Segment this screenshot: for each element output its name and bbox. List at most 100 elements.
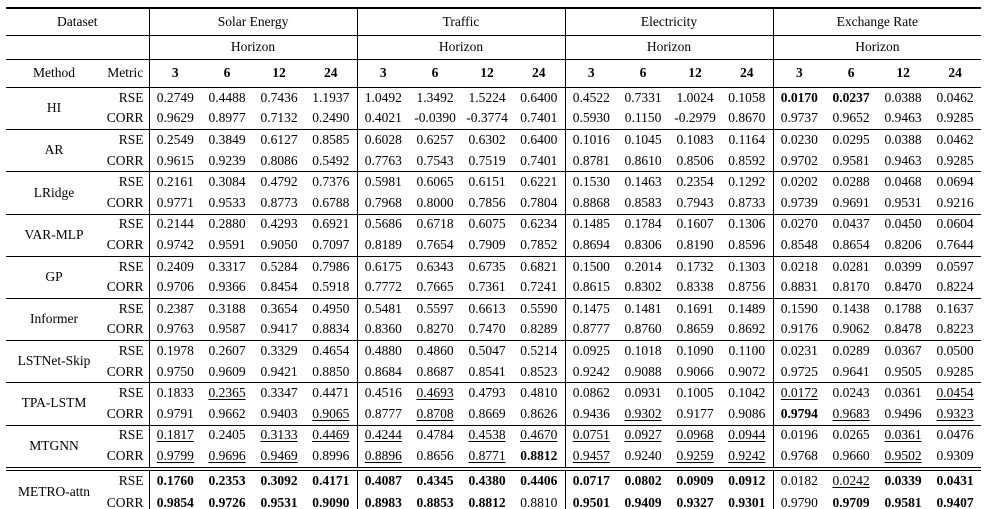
value-cell: 0.8850 [312, 363, 350, 379]
value-cell: 0.9587 [208, 321, 246, 337]
value-cell: 0.9457 [564, 446, 618, 469]
value-cell: 0.0454 [929, 382, 982, 404]
value-cell: 0.9709 [832, 494, 870, 509]
value-cell: 0.1590 [772, 297, 826, 320]
value-cell: 0.0462 [929, 86, 982, 109]
value-cell: 0.8868 [564, 192, 618, 215]
value-cell: 0.3654 [253, 297, 306, 320]
value-cell: 0.9660 [832, 447, 870, 463]
method-name: HI [6, 86, 102, 130]
value-cell: 0.6400 [513, 129, 566, 151]
value-cell: 0.4880 [356, 340, 410, 362]
value-cell: 0.9463 [884, 110, 922, 126]
value-cell: 0.9737 [772, 108, 826, 130]
value-cell: 0.1005 [669, 382, 722, 404]
value-cell: 0.4293 [253, 213, 306, 236]
value-cell: 0.8585 [305, 129, 358, 151]
value-cell: 0.7331 [617, 86, 670, 109]
value-cell: 0.2014 [617, 255, 670, 278]
value-cell: 0.8692 [728, 321, 766, 337]
value-cell: 0.8541 [468, 363, 506, 379]
value-cell: 0.9259 [676, 447, 714, 463]
value-cell: 0.9285 [936, 110, 974, 126]
metric-name: CORR [106, 194, 144, 210]
value-cell: 0.8777 [564, 319, 618, 341]
metric-row-tpa-lstm-rse: TPA-LSTM RSE 0.1833 0.2365 0.3347 0.4471 0.451… [6, 382, 982, 425]
value-cell: 0.9302 [624, 405, 662, 421]
horizon-tick-exchange-rate-24: 24 [929, 59, 982, 88]
value-cell: 0.9691 [832, 194, 870, 210]
value-cell: 0.0399 [877, 255, 930, 278]
value-cell: 0.3092 [253, 466, 306, 493]
value-cell: 0.9683 [832, 405, 870, 421]
metric-row-gp-rse: GP RSE 0.2409 0.3317 0.5284 0.7986 0.6175 0.634… [6, 255, 982, 299]
method-name: LRidge [6, 171, 102, 215]
horizon-tick-traffic-12: 12 [461, 59, 514, 88]
value-cell: 0.0597 [929, 255, 982, 278]
value-cell: 0.8478 [884, 321, 922, 337]
value-cell: 0.3329 [253, 340, 306, 362]
value-cell: 0.8656 [416, 447, 454, 463]
value-cell: 0.4793 [461, 382, 514, 404]
value-cell: 0.9176 [772, 319, 826, 341]
value-cell: 0.4021 [356, 108, 410, 130]
method-label: Method [6, 59, 102, 88]
value-cell: 0.8224 [936, 279, 974, 295]
value-cell: 0.0231 [772, 340, 826, 362]
value-cell: 0.8626 [520, 405, 558, 421]
value-cell: 0.9501 [564, 492, 618, 509]
value-cell: 0.1045 [617, 129, 670, 151]
value-cell: 0.8654 [832, 237, 870, 253]
value-cell: 0.6075 [461, 213, 514, 236]
value-cell: 0.8773 [260, 194, 298, 210]
horizon-label-electricity: Horizon [564, 35, 774, 60]
value-cell: 0.1788 [877, 297, 930, 320]
value-cell: 0.9242 [728, 447, 766, 463]
value-cell: 0.7543 [416, 152, 454, 168]
header-row-datasets: Dataset Solar Energy Traffic Electricity Exc… [6, 8, 982, 36]
value-cell: 0.9086 [728, 405, 766, 421]
metric-row-metro-attn-corr: CORR 0.9854 0.9726 0.9531 0.9090 0.8983 0.8853… [6, 492, 981, 509]
value-cell: 0.9771 [148, 192, 202, 215]
value-cell: 0.8592 [728, 152, 766, 168]
value-cell: 0.8583 [624, 194, 662, 210]
metric-label: Metric [102, 59, 150, 88]
method-group-ar: AR RSE 0.2549 0.3849 0.6127 0.8585 0.6028 0.625… [6, 129, 982, 172]
value-cell: 0.9309 [936, 447, 974, 463]
value-cell: 0.6613 [461, 297, 514, 320]
value-cell: 0.0361 [877, 424, 930, 447]
header-row-horizon: Horizon Horizon Horizon Horizon [6, 35, 982, 60]
value-cell: 0.8470 [884, 279, 922, 295]
value-cell: 0.4488 [201, 86, 254, 109]
value-cell: 0.1164 [721, 129, 774, 151]
value-cell: 0.7968 [356, 192, 410, 215]
value-cell: 0.0437 [825, 213, 878, 236]
value-cell: 0.9768 [772, 446, 826, 469]
value-cell: 0.9505 [884, 363, 922, 379]
value-cell: 0.1530 [564, 171, 618, 193]
value-cell: 0.6234 [513, 213, 566, 236]
value-cell: 0.8834 [312, 321, 350, 337]
horizon-tick-solar-energy-24: 24 [305, 59, 358, 88]
value-cell: 0.9742 [148, 235, 202, 257]
value-cell: 0.4244 [356, 424, 410, 447]
method-group-lridge: LRidge RSE 0.2161 0.3084 0.4792 0.7376 0.5981 0… [6, 171, 982, 215]
value-cell: 0.5981 [356, 171, 410, 193]
metric-name: RSE [102, 171, 150, 193]
value-cell: 1.1937 [305, 86, 358, 109]
value-cell: 0.2549 [148, 129, 202, 151]
value-cell: 0.9301 [728, 494, 766, 509]
value-cell: 0.0909 [669, 466, 722, 493]
value-cell: 0.1306 [721, 213, 774, 236]
value-cell: 0.7909 [468, 237, 506, 253]
value-cell: 0.9791 [148, 403, 202, 425]
metric-name: CORR [106, 363, 144, 379]
value-cell: 0.4469 [305, 424, 358, 447]
value-cell: 0.8812 [468, 494, 506, 509]
value-cell: 0.0925 [564, 340, 618, 362]
value-cell: 0.6065 [409, 171, 462, 193]
value-cell: 0.4810 [513, 382, 566, 404]
value-cell: 0.1016 [564, 129, 618, 151]
value-cell: 0.9366 [208, 279, 246, 295]
method-name: GP [6, 255, 102, 299]
